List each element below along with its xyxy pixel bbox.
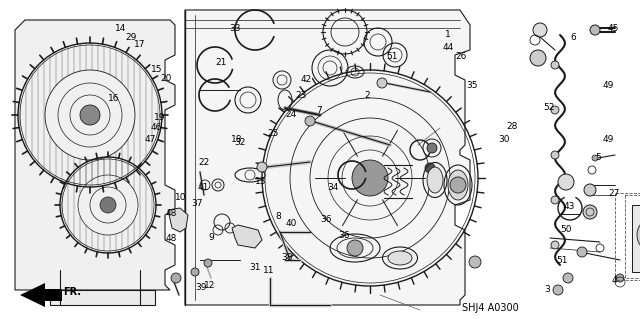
Polygon shape	[50, 290, 155, 305]
Text: 5: 5	[596, 153, 601, 162]
Text: 9: 9	[209, 233, 214, 242]
Text: 40: 40	[285, 219, 297, 228]
Text: 34: 34	[328, 183, 339, 192]
Text: 28: 28	[506, 122, 518, 131]
Circle shape	[204, 259, 212, 267]
Text: 36: 36	[339, 231, 350, 240]
Text: 6: 6	[570, 33, 575, 42]
Text: 8: 8	[276, 212, 281, 221]
Circle shape	[553, 285, 563, 295]
Text: 11: 11	[263, 266, 275, 275]
Text: 49: 49	[602, 81, 614, 90]
Text: 25: 25	[268, 129, 279, 138]
Circle shape	[551, 151, 559, 159]
Text: 48: 48	[166, 209, 177, 218]
Circle shape	[583, 205, 597, 219]
Text: 16: 16	[108, 94, 120, 103]
Text: 26: 26	[455, 52, 467, 61]
Text: 44: 44	[442, 43, 454, 52]
Text: 47: 47	[144, 135, 156, 144]
Circle shape	[558, 174, 574, 190]
Circle shape	[352, 160, 388, 196]
Text: 7: 7	[316, 106, 321, 115]
Text: 30: 30	[499, 135, 510, 144]
Circle shape	[590, 25, 600, 35]
Text: 49: 49	[602, 135, 614, 144]
Polygon shape	[20, 283, 62, 307]
Text: 36: 36	[320, 215, 332, 224]
Circle shape	[100, 197, 116, 213]
Circle shape	[191, 268, 199, 276]
Text: 18: 18	[231, 135, 243, 144]
Text: 50: 50	[560, 225, 572, 234]
Text: 31: 31	[249, 263, 260, 272]
Text: SHJ4 A0300: SHJ4 A0300	[461, 303, 518, 313]
Circle shape	[616, 274, 624, 282]
Ellipse shape	[388, 251, 412, 265]
Text: 22: 22	[198, 158, 209, 167]
Circle shape	[377, 78, 387, 88]
Polygon shape	[232, 225, 262, 248]
Circle shape	[551, 196, 559, 204]
Text: 12: 12	[204, 281, 216, 290]
Text: 3: 3	[545, 285, 550, 294]
Text: 19: 19	[154, 113, 166, 122]
Text: 48: 48	[166, 234, 177, 243]
Polygon shape	[185, 10, 470, 305]
Text: 33: 33	[230, 24, 241, 33]
Text: 45: 45	[607, 24, 619, 33]
Text: 38: 38	[281, 253, 292, 262]
Text: 1: 1	[445, 30, 450, 39]
Circle shape	[171, 273, 181, 283]
Text: 46: 46	[150, 123, 162, 132]
Circle shape	[530, 50, 546, 66]
Text: 52: 52	[543, 103, 555, 112]
Text: 37: 37	[191, 199, 203, 208]
Circle shape	[551, 106, 559, 114]
Circle shape	[551, 241, 559, 249]
Text: 20: 20	[161, 74, 172, 83]
Polygon shape	[168, 208, 188, 232]
Text: 41: 41	[198, 183, 209, 192]
Polygon shape	[15, 20, 175, 290]
Text: 42: 42	[300, 75, 312, 84]
Circle shape	[450, 177, 466, 193]
Text: 43: 43	[564, 202, 575, 211]
Text: 4: 4	[612, 276, 617, 285]
Text: 2: 2	[364, 91, 369, 100]
Circle shape	[584, 184, 596, 196]
Circle shape	[347, 240, 363, 256]
Text: 51: 51	[386, 52, 397, 61]
Circle shape	[427, 143, 437, 153]
Text: 29: 29	[125, 33, 137, 42]
Text: 24: 24	[285, 110, 297, 119]
Circle shape	[533, 23, 547, 37]
Ellipse shape	[448, 170, 468, 200]
Text: 39: 39	[195, 283, 207, 292]
Circle shape	[257, 162, 267, 172]
Polygon shape	[632, 205, 640, 272]
Text: 10: 10	[175, 193, 186, 202]
Text: 15: 15	[151, 65, 163, 74]
Text: 27: 27	[609, 189, 620, 198]
Circle shape	[551, 61, 559, 69]
Circle shape	[577, 247, 587, 257]
Text: 32: 32	[234, 138, 246, 147]
Circle shape	[80, 105, 100, 125]
Text: 51: 51	[556, 256, 568, 265]
Circle shape	[305, 116, 315, 126]
Circle shape	[425, 163, 435, 173]
Text: 23: 23	[295, 91, 307, 100]
Text: 13: 13	[255, 177, 267, 186]
Text: FR.: FR.	[63, 287, 81, 297]
Text: 17: 17	[134, 40, 145, 48]
Circle shape	[563, 273, 573, 283]
Text: 14: 14	[115, 24, 126, 33]
Ellipse shape	[427, 167, 443, 193]
Circle shape	[637, 217, 640, 253]
Circle shape	[592, 155, 598, 161]
Text: 35: 35	[467, 81, 478, 90]
Text: 21: 21	[215, 58, 227, 67]
Circle shape	[469, 256, 481, 268]
